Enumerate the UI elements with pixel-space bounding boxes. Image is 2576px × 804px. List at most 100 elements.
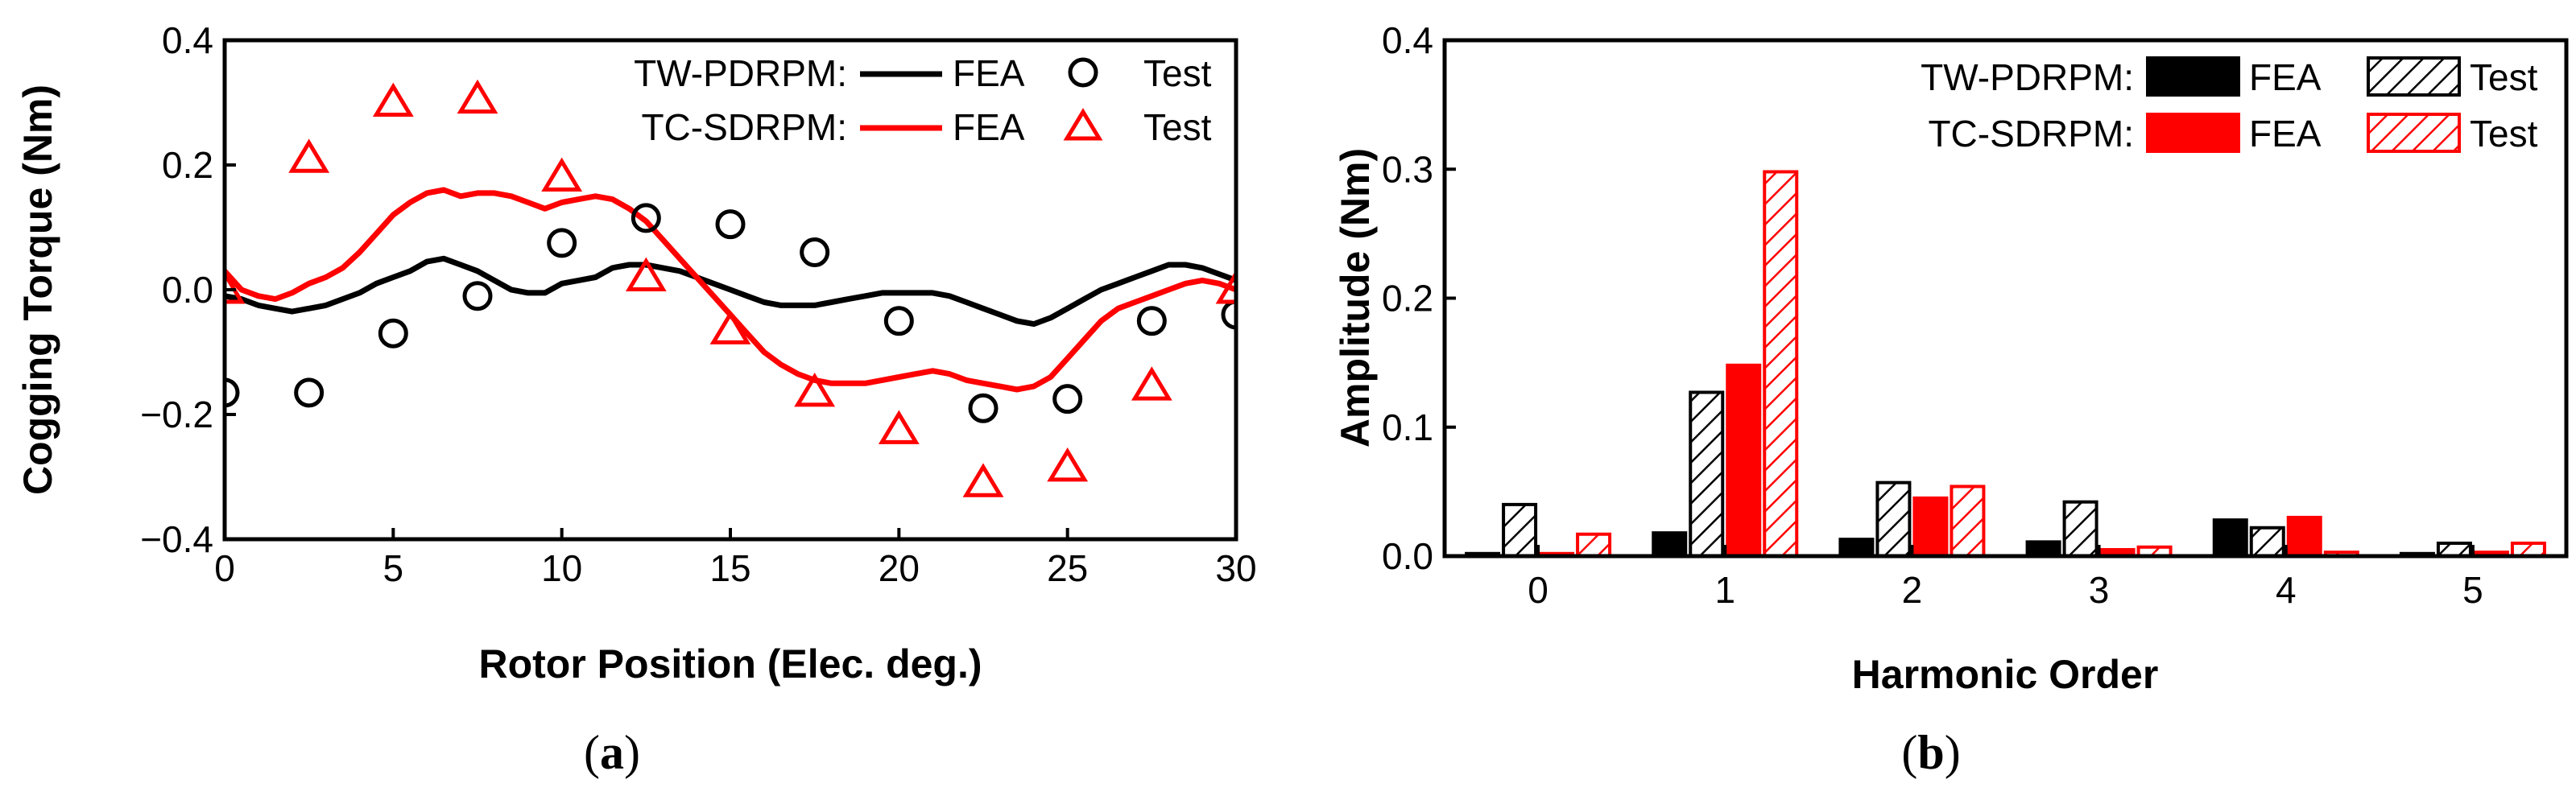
legend-b-row2-group: TC-SDRPM: xyxy=(1928,113,2134,155)
panel-b-xtick-label: 4 xyxy=(2276,569,2297,611)
panel-a-ytick-label: 0.2 xyxy=(162,144,213,186)
panel-a-plot xyxy=(225,79,1236,497)
panel-b-xtick-label: 1 xyxy=(1714,569,1735,611)
panel-a-xtick-label: 10 xyxy=(541,547,582,589)
test-point-circle xyxy=(294,377,325,408)
test-point-circle xyxy=(378,318,408,348)
test-point-triangle xyxy=(541,157,583,192)
panel-b-ytick-label: 0.4 xyxy=(1382,19,1433,61)
test-point-circle xyxy=(1136,306,1167,336)
legend-b-row2-fea-swatch xyxy=(2146,113,2240,153)
legend-a-row1-group: TW-PDRPM: xyxy=(634,52,847,94)
bar-tc-sdrpm-test-h0 xyxy=(1576,532,1612,559)
panel-b-legend: TW-PDRPM: FEA Test TC-SDRPM: FEA Test xyxy=(1921,56,2538,155)
legend-a-row2-marker xyxy=(1063,108,1103,141)
panel-a: 0 5 10 15 20 25 30 −0.4 −0.2 0.0 0.2 0.4 Cogging To… xyxy=(15,19,1257,779)
panel-b-xlabel: Harmonic Order xyxy=(1852,652,2159,697)
legend-b-row1-test-swatch xyxy=(2367,56,2461,97)
panel-b: 0.0 0.1 0.2 0.3 0.4 0 1 2 3 4 5 Amplitude (Nm) Har… xyxy=(1333,19,2569,779)
panel-b-ytick-label: 0.2 xyxy=(1382,278,1433,320)
panel-b-ticks: 0.0 0.1 0.2 0.3 0.4 0 1 2 3 4 5 xyxy=(1382,19,2483,611)
test-point-triangle xyxy=(878,410,920,444)
bar-tc-sdrpm-test-h2 xyxy=(1950,484,1986,559)
legend-a-row2-test: Test xyxy=(1143,106,1212,148)
bar-tw-pdrpm-test-h0 xyxy=(1502,502,1538,559)
legend-a-row1-marker xyxy=(1068,57,1098,88)
caption-a-letter: a xyxy=(600,726,624,779)
panel-a-ytick-label: 0.0 xyxy=(162,269,213,311)
bar-tw-pdrpm-fea-h2 xyxy=(1838,538,1875,558)
panel-a-lines xyxy=(225,187,1236,393)
panel-b-ytick-label: 0.0 xyxy=(1382,535,1433,577)
test-point-circle xyxy=(462,281,493,311)
bar-tw-pdrpm-test-h1 xyxy=(1689,390,1725,559)
panel-a-markers xyxy=(225,79,1236,497)
panel-a-xtick-label: 20 xyxy=(879,547,920,589)
bar-tw-pdrpm-test-h3 xyxy=(2062,500,2098,559)
series-line-tw-pdrpm-fea xyxy=(225,255,1236,328)
panel-a-ticks: 0 5 10 15 20 25 30 −0.4 −0.2 0.0 0.2 0.4 xyxy=(140,19,1256,589)
panel-a-xtick-label: 25 xyxy=(1047,547,1088,589)
test-point-triangle xyxy=(625,257,667,291)
legend-b-row1-fea: FEA xyxy=(2249,56,2322,98)
test-point-triangle xyxy=(794,373,836,407)
bar-tw-pdrpm-fea-h1 xyxy=(1652,531,1688,559)
test-point-triangle xyxy=(225,270,246,304)
bar-tw-pdrpm-fea-h3 xyxy=(2025,540,2061,558)
test-point-triangle xyxy=(709,310,751,344)
test-point-circle xyxy=(715,209,746,240)
panel-b-xtick-label: 2 xyxy=(1902,569,1923,611)
panel-a-ytick-label: −0.2 xyxy=(140,394,213,435)
test-point-circle xyxy=(800,237,830,267)
test-point-triangle xyxy=(962,463,1004,497)
test-point-triangle xyxy=(288,138,330,173)
panel-b-xtick-label: 0 xyxy=(1528,569,1548,611)
panel-a-xtick-label: 15 xyxy=(709,547,750,589)
caption-a: (a) xyxy=(584,726,640,779)
panel-a-ylabel: Cogging Torque (Nm) xyxy=(15,85,60,495)
panel-b-xtick-label: 5 xyxy=(2462,569,2483,611)
bar-tc-sdrpm-test-h1 xyxy=(1763,170,1799,559)
legend-b-row2-test: Test xyxy=(2470,113,2538,155)
test-point-circle xyxy=(1221,299,1236,330)
panel-a-xlabel: Rotor Position (Elec. deg.) xyxy=(478,641,982,686)
panel-b-bars xyxy=(1465,170,2546,559)
panel-a-ytick-label: 0.4 xyxy=(162,19,213,61)
test-point-circle xyxy=(225,377,240,408)
legend-b-row2-test-swatch xyxy=(2367,113,2461,153)
test-point-circle xyxy=(968,393,999,423)
bar-tw-pdrpm-test-h2 xyxy=(1875,480,1912,558)
panel-b-ytick-label: 0.1 xyxy=(1382,406,1433,448)
bar-tc-sdrpm-fea-h2 xyxy=(1912,496,1949,559)
bar-tc-sdrpm-fea-h4 xyxy=(2286,515,2322,558)
bar-tc-sdrpm-fea-h1 xyxy=(1726,363,1762,558)
test-point-triangle xyxy=(1215,270,1236,304)
bar-tw-pdrpm-fea-h4 xyxy=(2212,518,2248,559)
panel-a-xtick-label: 0 xyxy=(214,547,235,589)
test-point-circle xyxy=(547,228,577,258)
panel-a-legend: TW-PDRPM: FEA Test TC-SDRPM: FEA Test xyxy=(634,52,1211,148)
legend-a-row2-fea: FEA xyxy=(953,106,1025,148)
panel-a-xtick-label: 5 xyxy=(383,547,404,589)
test-point-triangle xyxy=(457,79,498,114)
test-point-circle xyxy=(1052,384,1083,414)
legend-b-row1-test: Test xyxy=(2470,56,2538,98)
test-point-circle xyxy=(631,203,661,233)
panel-a-xtick-label: 30 xyxy=(1215,547,1256,589)
test-point-triangle xyxy=(1047,447,1089,482)
bar-tw-pdrpm-test-h4 xyxy=(2249,526,2285,558)
panel-a-ytick-label: −0.4 xyxy=(140,518,213,560)
panel-b-xtick-label: 3 xyxy=(2089,569,2110,611)
legend-b-row1-group: TW-PDRPM: xyxy=(1921,56,2134,98)
panel-b-ylabel: Amplitude (Nm) xyxy=(1333,148,1378,447)
panel-b-ytick-label: 0.3 xyxy=(1382,148,1433,190)
test-point-triangle xyxy=(372,82,414,117)
legend-b-row1-fea-swatch xyxy=(2146,56,2240,97)
legend-a-row1-fea: FEA xyxy=(953,52,1025,94)
test-point-triangle xyxy=(1131,366,1172,401)
legend-a-row2-group: TC-SDRPM: xyxy=(641,106,847,148)
caption-b-letter: b xyxy=(1917,726,1944,779)
test-point-circle xyxy=(883,306,914,336)
caption-b: (b) xyxy=(1901,726,1960,779)
